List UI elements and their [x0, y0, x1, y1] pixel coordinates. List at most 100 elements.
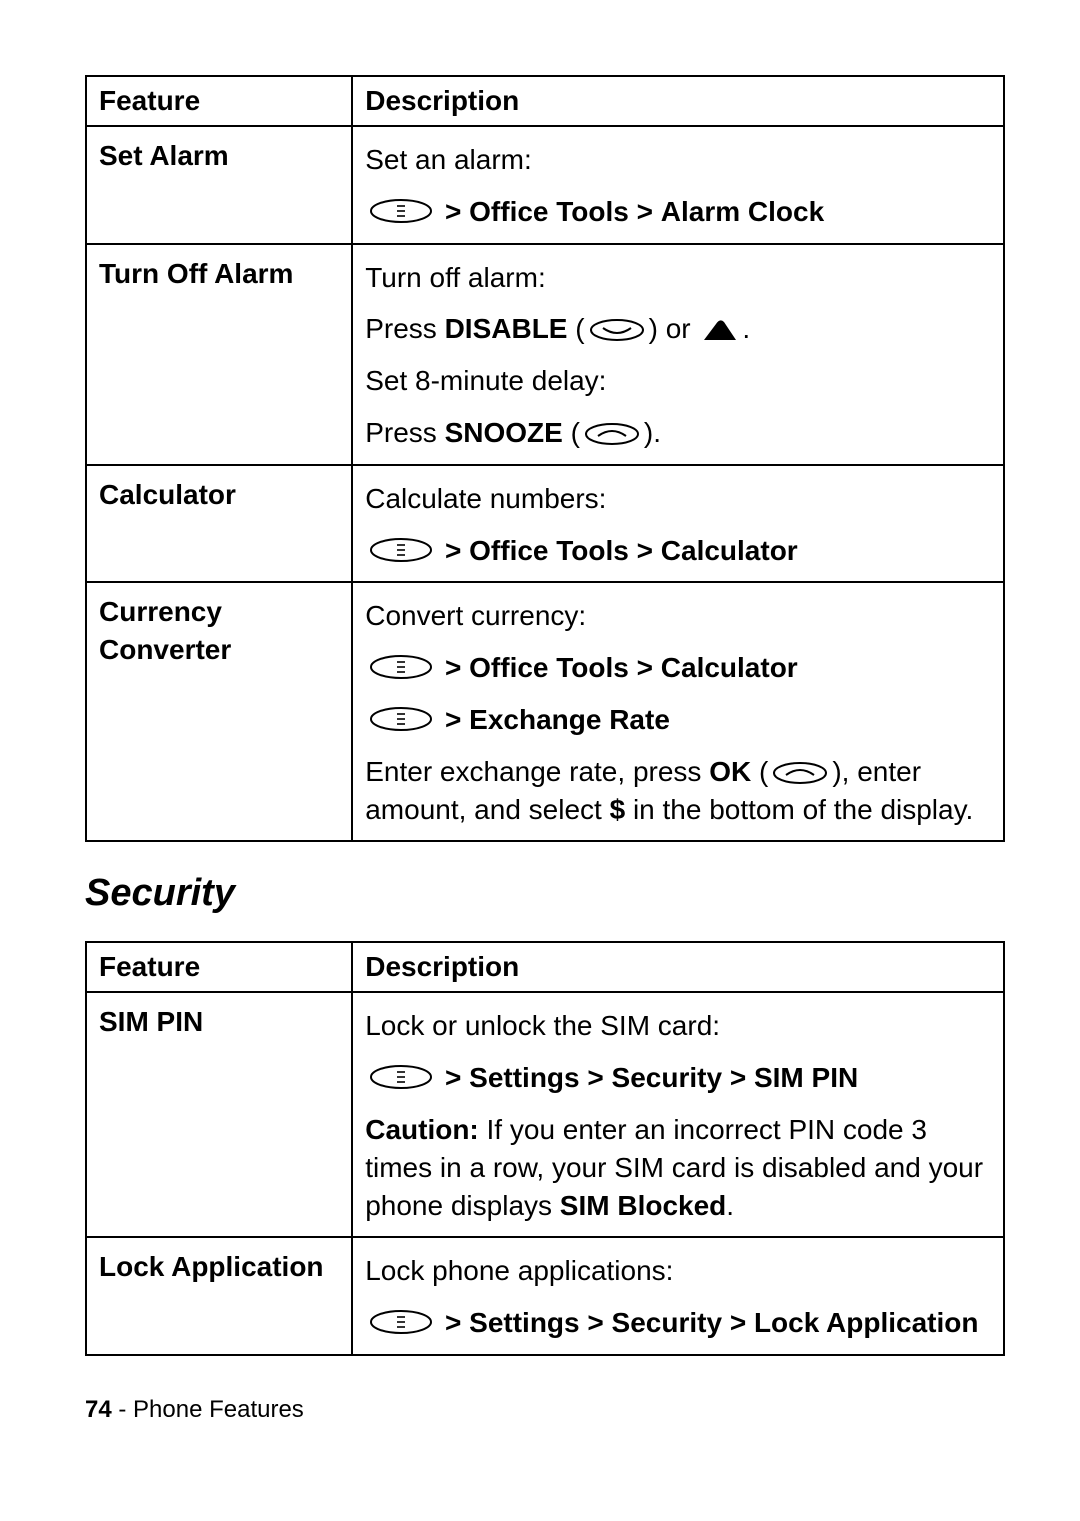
feature-currency-converter: Currency Converter — [86, 582, 352, 841]
nav-gt: > — [587, 1062, 603, 1093]
nav-path: > Settings > Security > SIM PIN — [365, 1059, 991, 1097]
nav-segment: Calculator — [661, 535, 798, 566]
text-line: Calculate numbers: — [365, 480, 991, 518]
table-row: Calculator Calculate numbers: > Office T… — [86, 465, 1004, 583]
section-heading-security: Security — [85, 872, 1005, 915]
nav-gt: > — [445, 196, 461, 227]
description-sim-pin: Lock or unlock the SIM card: > Settings … — [352, 992, 1004, 1237]
nav-gt: > — [587, 1307, 603, 1338]
footer-section: Phone Features — [133, 1396, 304, 1423]
nav-segment: Office Tools — [469, 196, 629, 227]
nav-gt: > — [445, 1062, 461, 1093]
nav-gt: > — [637, 535, 653, 566]
table-row: Lock Application Lock phone applications… — [86, 1237, 1004, 1355]
description-set-alarm: Set an alarm: > Office Tools > Alarm Clo… — [352, 126, 1004, 244]
text-line: Set 8-minute delay: — [365, 362, 991, 400]
description-lock-application: Lock phone applications: > Settings > Se… — [352, 1237, 1004, 1355]
text-span: ( — [751, 756, 768, 787]
nav-path: > Office Tools > Calculator — [365, 649, 991, 687]
feature-set-alarm: Set Alarm — [86, 126, 352, 244]
manual-page: Feature Description Set Alarm Set an ala… — [0, 0, 1080, 1464]
sim-blocked-label: SIM Blocked — [560, 1190, 726, 1221]
features-table-2: Feature Description SIM PIN Lock or unlo… — [85, 941, 1005, 1356]
nav-gt: > — [637, 652, 653, 683]
description-calculator: Calculate numbers: > Office Tools > Calc… — [352, 465, 1004, 583]
text-span: ). — [644, 417, 661, 448]
menu-key-icon — [369, 652, 441, 683]
nav-segment: Office Tools — [469, 652, 629, 683]
description-currency-converter: Convert currency: > Office Tools > Calcu… — [352, 582, 1004, 841]
dollar-symbol: $ — [610, 794, 626, 825]
nav-path: > Settings > Security > Lock Application — [365, 1304, 991, 1342]
text-span: Press — [365, 313, 444, 344]
softkey-icon — [772, 756, 828, 787]
end-key-icon — [702, 313, 738, 344]
nav-segment: Security — [612, 1062, 723, 1093]
caution-label: Caution: — [365, 1114, 479, 1145]
text-span: . — [742, 313, 750, 344]
header-description: Description — [352, 76, 1004, 126]
nav-segment: Calculator — [661, 652, 798, 683]
description-turn-off-alarm: Turn off alarm: Press DISABLE ( ) or . Se… — [352, 244, 1004, 465]
nav-segment: SIM PIN — [754, 1062, 858, 1093]
feature-turn-off-alarm: Turn Off Alarm — [86, 244, 352, 465]
button-label-disable: DISABLE — [445, 313, 568, 344]
text-span: Enter exchange rate, press — [365, 756, 709, 787]
header-feature: Feature — [86, 76, 352, 126]
table-row: Set Alarm Set an alarm: > Office Tools >… — [86, 126, 1004, 244]
nav-gt: > — [445, 1307, 461, 1338]
text-span: ( — [563, 417, 580, 448]
nav-segment: Settings — [469, 1062, 579, 1093]
caution-text: Caution: If you enter an incorrect PIN c… — [365, 1111, 991, 1224]
softkey-icon — [584, 417, 640, 448]
table-row: SIM PIN Lock or unlock the SIM card: > S… — [86, 992, 1004, 1237]
table-header-row: Feature Description — [86, 76, 1004, 126]
nav-path: > Office Tools > Calculator — [365, 532, 991, 570]
text-line: Press SNOOZE (). — [365, 414, 991, 452]
feature-calculator: Calculator — [86, 465, 352, 583]
text-line: Press DISABLE ( ) or . — [365, 310, 991, 348]
nav-gt: > — [730, 1062, 746, 1093]
nav-segment: Security — [612, 1307, 723, 1338]
text-span: . — [726, 1190, 734, 1221]
nav-gt: > — [637, 196, 653, 227]
nav-gt: > — [445, 535, 461, 566]
nav-segment: Office Tools — [469, 535, 629, 566]
text-span: ( — [567, 313, 584, 344]
button-label-ok: OK — [709, 756, 751, 787]
page-footer: 74 - Phone Features — [85, 1396, 1005, 1424]
nav-gt: > — [445, 704, 461, 735]
menu-key-icon — [369, 1307, 441, 1338]
nav-gt: > — [730, 1307, 746, 1338]
header-feature: Feature — [86, 942, 352, 992]
nav-segment: Alarm Clock — [661, 196, 824, 227]
footer-sep: - — [112, 1396, 133, 1423]
nav-path: > Exchange Rate — [365, 701, 991, 739]
text-line: Enter exchange rate, press OK (), enter … — [365, 753, 991, 829]
text-line: Turn off alarm: — [365, 259, 991, 297]
table-row: Turn Off Alarm Turn off alarm: Press DIS… — [86, 244, 1004, 465]
text-line: Convert currency: — [365, 597, 991, 635]
text-line: Lock or unlock the SIM card: — [365, 1007, 991, 1045]
text-span: Press — [365, 417, 444, 448]
button-label-snooze: SNOOZE — [445, 417, 563, 448]
text-span: ) or — [649, 313, 699, 344]
header-description: Description — [352, 942, 1004, 992]
table-header-row: Feature Description — [86, 942, 1004, 992]
table-row: Currency Converter Convert currency: > O… — [86, 582, 1004, 841]
feature-lock-application: Lock Application — [86, 1237, 352, 1355]
text-span: in the bottom of the display. — [625, 794, 973, 825]
nav-path: > Office Tools > Alarm Clock — [365, 193, 991, 231]
menu-key-icon — [369, 535, 441, 566]
feature-sim-pin: SIM PIN — [86, 992, 352, 1237]
features-table-1: Feature Description Set Alarm Set an ala… — [85, 75, 1005, 842]
page-number: 74 — [85, 1396, 112, 1423]
text-line: Set an alarm: — [365, 141, 991, 179]
softkey-icon — [589, 313, 645, 344]
menu-key-icon — [369, 1062, 441, 1093]
menu-key-icon — [369, 704, 441, 735]
text-line: Lock phone applications: — [365, 1252, 991, 1290]
nav-segment: Settings — [469, 1307, 579, 1338]
nav-segment: Lock Application — [754, 1307, 979, 1338]
nav-segment: Exchange Rate — [469, 704, 670, 735]
